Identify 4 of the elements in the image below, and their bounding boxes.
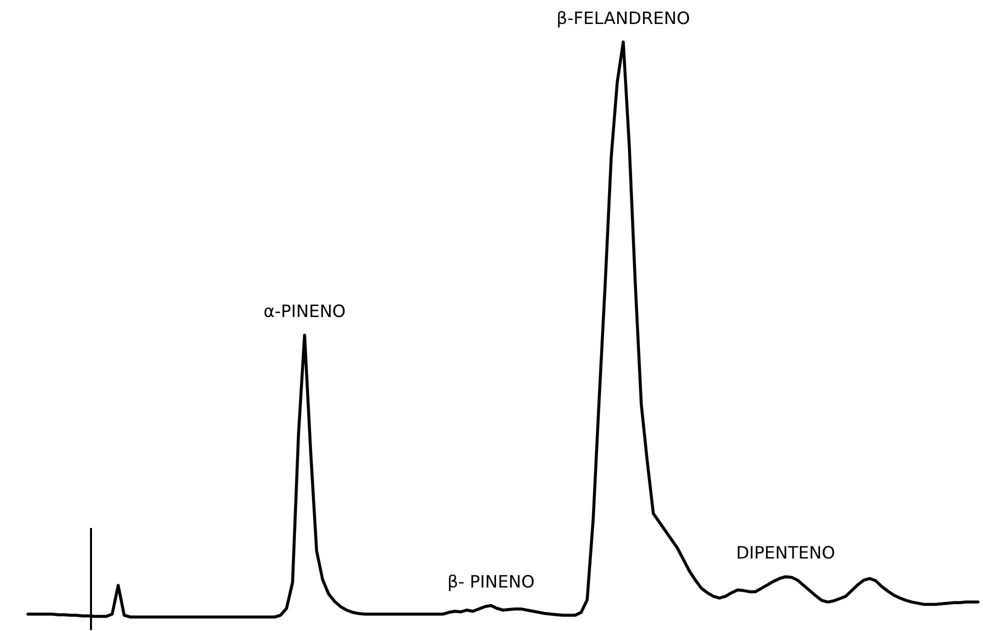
annotation: β- PINENO [447, 572, 535, 592]
annotation: α-PINENO [263, 302, 346, 322]
annotation: β-FELANDRENO [556, 8, 690, 29]
annotation: DIPENTENO [736, 544, 836, 564]
